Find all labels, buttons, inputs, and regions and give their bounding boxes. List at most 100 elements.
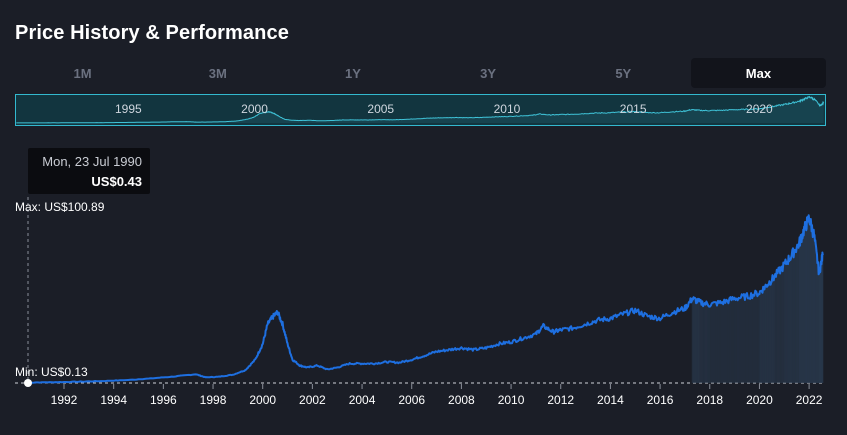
volume-bar bbox=[811, 225, 813, 383]
volume-bar bbox=[779, 273, 781, 383]
volume-bar bbox=[776, 269, 778, 383]
volume-bar bbox=[812, 236, 814, 383]
volume-bar bbox=[803, 235, 805, 383]
price-line bbox=[28, 214, 824, 384]
volume-bar bbox=[771, 275, 774, 383]
x-tick-label: 2004 bbox=[349, 393, 376, 407]
x-tick-label: 2016 bbox=[647, 393, 674, 407]
volume-bar bbox=[726, 300, 729, 383]
navigator-year-label: 2015 bbox=[620, 102, 647, 116]
volume-bar bbox=[807, 221, 809, 383]
volume-bar bbox=[787, 255, 790, 383]
volume-bar bbox=[696, 299, 698, 383]
volume-bar bbox=[784, 262, 786, 383]
volume-bar bbox=[789, 259, 791, 383]
volume-bar bbox=[692, 299, 694, 383]
volume-bar bbox=[757, 294, 760, 383]
volume-bar bbox=[817, 263, 819, 383]
volume-bar bbox=[724, 302, 726, 383]
volume-bar bbox=[755, 291, 758, 383]
x-tick-label: 1994 bbox=[100, 393, 127, 407]
volume-bar bbox=[808, 218, 810, 383]
volume-bar bbox=[749, 298, 751, 383]
volume-bar bbox=[748, 298, 750, 383]
volume-bar bbox=[802, 235, 804, 383]
x-tick-label: 1992 bbox=[51, 393, 78, 407]
volume-bar bbox=[718, 302, 720, 383]
volume-bar bbox=[733, 297, 736, 383]
volume-bar bbox=[762, 286, 764, 383]
volume-bar bbox=[811, 231, 814, 383]
volume-bar bbox=[720, 303, 722, 383]
tab-1m[interactable]: 1M bbox=[73, 65, 92, 81]
volume-bar bbox=[790, 257, 792, 383]
volume-bar bbox=[699, 299, 702, 383]
volume-bar bbox=[699, 301, 701, 383]
volume-bar bbox=[786, 261, 788, 383]
volume-bar bbox=[818, 267, 821, 383]
volume-bar bbox=[753, 295, 755, 383]
tab-1y[interactable]: 1Y bbox=[344, 65, 361, 81]
navigator-line bbox=[16, 95, 825, 124]
volume-bar bbox=[759, 291, 762, 383]
volume-bar bbox=[791, 249, 794, 383]
volume-bar bbox=[696, 302, 699, 383]
volume-bar bbox=[800, 236, 802, 383]
volume-bar bbox=[728, 298, 731, 383]
volume-bar bbox=[819, 272, 821, 383]
volume-bar bbox=[806, 217, 808, 383]
volume-bar bbox=[712, 302, 714, 383]
volume-bar bbox=[809, 224, 811, 383]
volume-bar bbox=[801, 234, 803, 383]
volume-bar bbox=[775, 276, 777, 383]
volume-bar bbox=[698, 299, 700, 383]
volume-bar bbox=[778, 267, 780, 383]
volume-bar bbox=[804, 222, 806, 383]
x-tick-label: 2022 bbox=[796, 393, 823, 407]
volume-bar bbox=[772, 278, 774, 383]
tab-5y[interactable]: 5Y bbox=[615, 65, 632, 81]
volume-bar bbox=[768, 281, 771, 383]
tab-3y[interactable]: 3Y bbox=[480, 65, 497, 81]
volume-bar bbox=[771, 281, 773, 383]
volume-bar bbox=[799, 238, 802, 383]
price-series bbox=[28, 214, 824, 384]
volume-bar bbox=[807, 216, 809, 383]
volume-bar bbox=[816, 263, 819, 383]
x-tick-label: 2006 bbox=[398, 393, 425, 407]
tab-max[interactable]: Max bbox=[690, 58, 827, 88]
volume-bar bbox=[794, 249, 796, 383]
volume-bar bbox=[691, 298, 694, 383]
volume-bar bbox=[782, 262, 785, 383]
volume-bar bbox=[705, 301, 708, 383]
volume-bar bbox=[810, 223, 812, 383]
volume-bar bbox=[707, 305, 709, 383]
volume-bar bbox=[777, 267, 780, 383]
volume-bar bbox=[796, 244, 799, 383]
volume-bar bbox=[812, 229, 815, 383]
volume-bar bbox=[693, 297, 695, 383]
volume-bar bbox=[751, 298, 753, 383]
volume-bar bbox=[818, 268, 821, 383]
range-navigator[interactable]: 1995 2000 2005 2010 2015 2020 bbox=[15, 94, 826, 126]
volume-bar bbox=[784, 259, 787, 383]
volume-bar bbox=[770, 282, 772, 383]
volume-bar bbox=[789, 259, 792, 383]
volume-bar bbox=[804, 221, 807, 383]
volume-bar bbox=[766, 286, 768, 383]
max-price-label: Max: US$100.89 bbox=[15, 200, 105, 214]
volume-bar bbox=[746, 293, 748, 383]
volume-bar bbox=[787, 264, 789, 383]
volume-bar bbox=[817, 274, 820, 383]
tooltip-price: US$0.43 bbox=[91, 174, 142, 189]
volume-bar bbox=[773, 280, 775, 383]
volume-bar bbox=[814, 240, 816, 383]
volume-bar bbox=[786, 263, 789, 383]
volume-bar bbox=[792, 257, 795, 383]
volume-bar bbox=[766, 286, 769, 383]
volume-bar bbox=[788, 261, 790, 383]
volume-bar bbox=[805, 230, 807, 383]
tab-3m[interactable]: 3M bbox=[208, 65, 227, 81]
volume-bar bbox=[725, 299, 728, 383]
